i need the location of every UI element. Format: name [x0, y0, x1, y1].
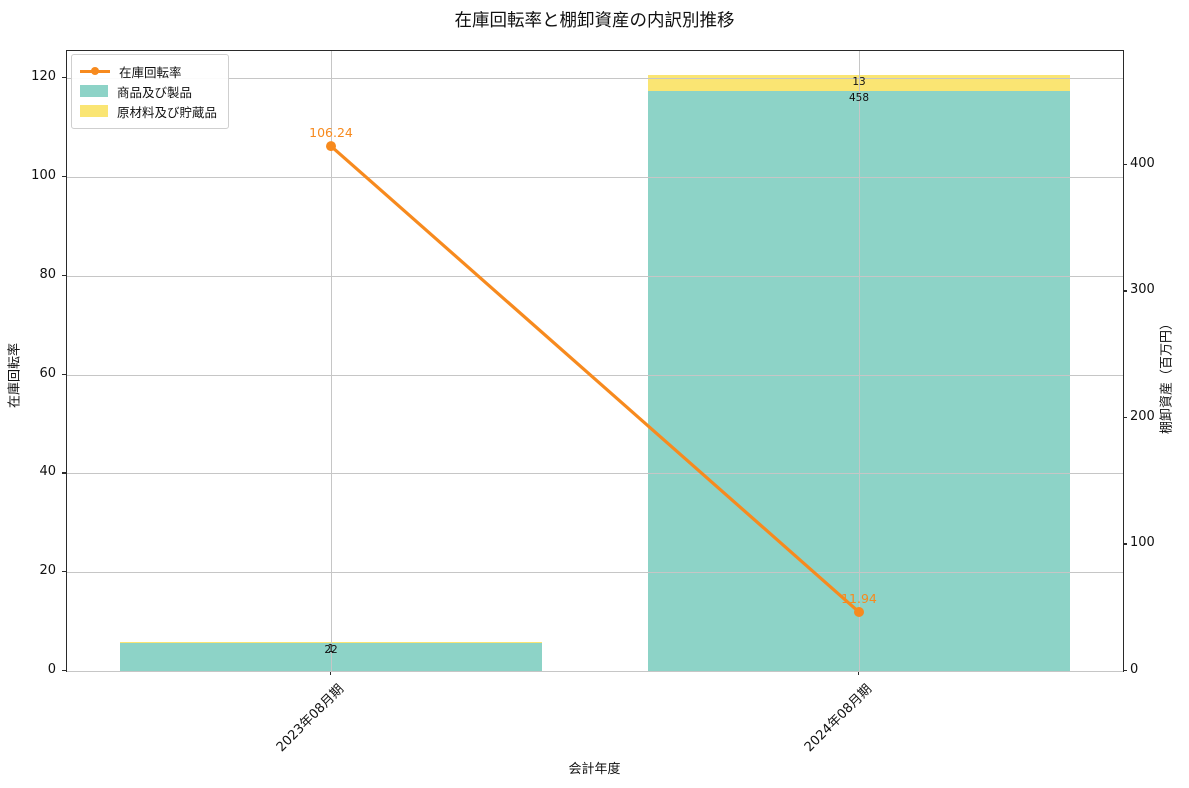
bar-value-label: 458: [848, 92, 870, 105]
x-tick-mark: [330, 671, 332, 675]
left-y-tick-mark: [62, 274, 66, 277]
left-y-tick-mark: [62, 373, 66, 375]
gridline-horizontal: [67, 275, 1123, 277]
gridline-horizontal: [67, 78, 1123, 80]
left-y-tick-mark: [62, 472, 66, 474]
gridline-horizontal: [67, 473, 1123, 475]
turnover-line: [326, 141, 864, 618]
left-y-tick-label: 100: [31, 167, 56, 183]
bar-value-label: 22: [324, 644, 338, 657]
left-y-tick-label: 60: [39, 365, 56, 381]
right-y-tick-mark: [1123, 290, 1127, 292]
bar-segment: [119, 641, 543, 644]
left-y-tick-label: 40: [39, 464, 56, 480]
left-y-tick-label: 20: [39, 563, 56, 579]
x-tick-mark: [858, 671, 860, 675]
chart-title: 在庫回転率と棚卸資産の内訳別推移: [454, 11, 735, 31]
left-y-tick-label: 0: [47, 662, 56, 677]
gridline-horizontal: [67, 671, 1123, 672]
line-point-marker: [854, 607, 864, 618]
left-y-tick-mark: [62, 175, 66, 178]
bar-segment: [647, 91, 1071, 671]
right-y-tick-label: 300: [1130, 282, 1155, 298]
legend-item-bar-2: 原材料及び貯蔵品: [80, 101, 217, 121]
line-point-marker: [326, 141, 336, 152]
legend: 在庫回転率 商品及び製品 原材料及び貯蔵品: [71, 54, 230, 129]
right-y-tick-label: 100: [1130, 535, 1155, 551]
legend-item-bar-1: 商品及び製品: [80, 81, 217, 101]
right-y-tick-label: 400: [1130, 155, 1155, 171]
left-y-tick-mark: [62, 670, 66, 672]
left-y-tick-mark: [62, 77, 66, 79]
gridline-horizontal: [67, 572, 1123, 574]
gridline-vertical: [331, 51, 332, 671]
line-marker-swatch-icon: [80, 66, 110, 76]
line-value-label: 106.24: [309, 125, 353, 141]
bar-segment: [119, 643, 543, 671]
right-y-tick-mark: [1123, 416, 1127, 419]
legend-item-line: 在庫回転率: [80, 61, 217, 81]
legend-label: 在庫回転率: [119, 64, 182, 80]
bar-value-label: 1: [327, 642, 335, 655]
x-axis-title: 会計年度: [568, 762, 621, 777]
left-y-tick-label: 80: [39, 266, 56, 282]
plot-area: 22 1 458 13 106.24 11.94: [66, 50, 1124, 672]
legend-label: 商品及び製品: [117, 84, 193, 100]
right-y-tick-mark: [1123, 543, 1127, 545]
line-value-label: 11.94: [841, 591, 877, 606]
bar-value-label: 13: [852, 76, 866, 89]
gridline-horizontal: [67, 374, 1123, 376]
teal-swatch-icon: [80, 85, 108, 97]
yellow-swatch-icon: [80, 105, 108, 117]
gridline-vertical: [859, 51, 860, 671]
left-y-tick-label: 120: [31, 69, 56, 85]
gridline-horizontal: [67, 176, 1123, 178]
left-y-tick-mark: [62, 571, 66, 573]
right-y-tick-mark: [1123, 670, 1127, 672]
legend-label: 原材料及び貯蔵品: [117, 104, 218, 120]
x-tick-label: 2024年08月期: [802, 681, 876, 756]
right-y-tick-label: 200: [1130, 408, 1155, 424]
x-tick-label: 2023年08月期: [274, 681, 348, 756]
right-y-tick-label: 0: [1130, 662, 1139, 677]
right-y-tick-mark: [1123, 163, 1127, 166]
